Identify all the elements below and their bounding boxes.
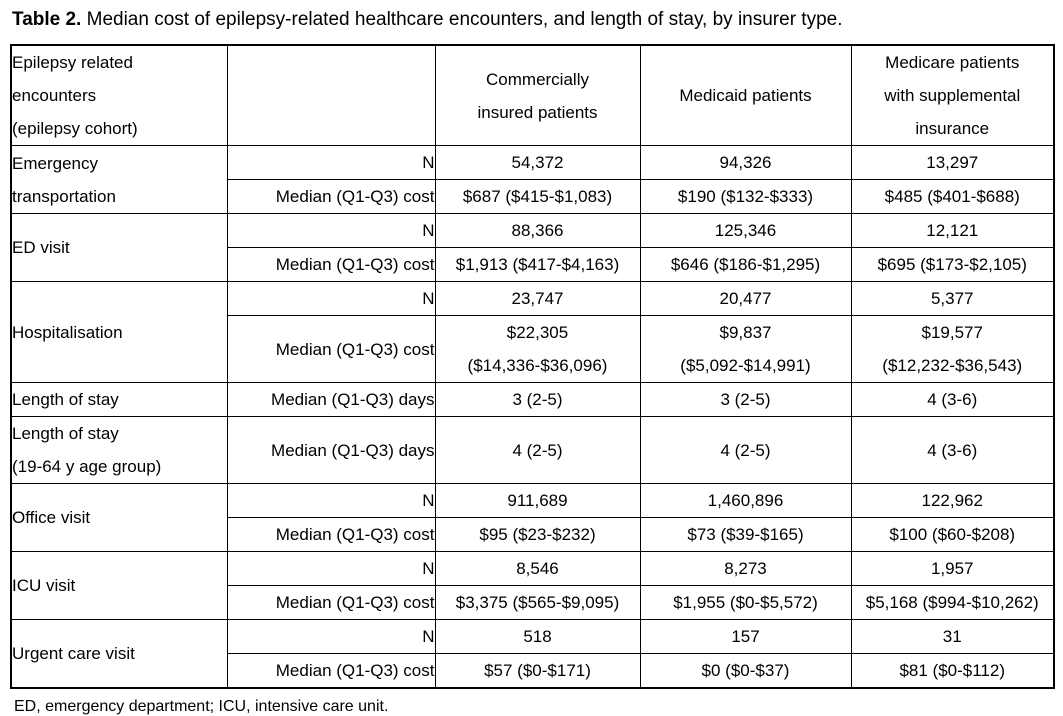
metric-label-days: Median (Q1-Q3) days <box>226 382 436 417</box>
n-value: 20,477 <box>639 281 852 316</box>
row-label-urgent-care-visit: Urgent care visit <box>10 619 228 689</box>
table-row: Median (Q1-Q3) cost $57 ($0-$171) $0 ($0… <box>11 653 1055 689</box>
table-row: Median (Q1-Q3) cost $3,375 ($565-$9,095)… <box>11 585 1055 620</box>
n-value: 122,962 <box>850 483 1055 518</box>
cost-value: $9,837 ($5,092-$14,991) <box>639 315 852 383</box>
header-medicare: Medicare patients with supplemental insu… <box>850 44 1055 146</box>
n-value: 31 <box>850 619 1055 654</box>
days-value: 4 (2-5) <box>639 416 852 484</box>
n-value: 157 <box>639 619 852 654</box>
row-label-length-of-stay: Length of stay <box>10 382 228 417</box>
metric-label-n: N <box>226 619 436 654</box>
n-value: 125,346 <box>639 213 852 248</box>
cost-value: $190 ($132-$333) <box>639 179 852 214</box>
metric-label-n: N <box>226 145 436 180</box>
metric-label-cost: Median (Q1-Q3) cost <box>226 315 436 383</box>
table-row: Length of stay (19-64 y age group) Media… <box>10 416 1055 484</box>
table-caption: Table 2. Median cost of epilepsy-related… <box>12 8 1053 32</box>
table-row: Length of stay Median (Q1-Q3) days 3 (2-… <box>10 382 1055 417</box>
row-label-office-visit: Office visit <box>10 483 228 552</box>
table-row: ICU visit N 8,546 8,273 1,957 <box>10 551 1055 620</box>
n-value: 911,689 <box>434 483 641 518</box>
table-row: Median (Q1-Q3) cost $95 ($23-$232) $73 (… <box>11 517 1055 552</box>
n-value: 8,546 <box>434 551 641 586</box>
n-value: 23,747 <box>434 281 641 316</box>
header-row: Epilepsy related encounters (epilepsy co… <box>10 44 1055 146</box>
table-row: Median (Q1-Q3) cost $22,305 ($14,336-$36… <box>11 315 1055 383</box>
table-caption-label: Table 2. <box>12 9 82 30</box>
table-row: Urgent care visit N 518 157 31 <box>10 619 1055 689</box>
n-value: 13,297 <box>850 145 1055 180</box>
cost-value: $73 ($39-$165) <box>639 517 852 552</box>
epilepsy-cost-table: Epilepsy related encounters (epilepsy co… <box>10 44 1055 689</box>
cost-value: $5,168 ($994-$10,262) <box>850 585 1055 620</box>
n-value: 1,460,896 <box>639 483 852 518</box>
cost-value: $646 ($186-$1,295) <box>639 247 852 282</box>
metric-label-n: N <box>226 213 436 248</box>
cost-value: $485 ($401-$688) <box>850 179 1055 214</box>
table-row: Hospitalisation N 23,747 20,477 5,377 <box>10 281 1055 383</box>
n-value: 88,366 <box>434 213 641 248</box>
days-value: 3 (2-5) <box>639 382 852 417</box>
table-row: ED visit N 88,366 125,346 12,121 <box>10 213 1055 282</box>
cost-value: $81 ($0-$112) <box>850 653 1055 689</box>
metric-label-cost: Median (Q1-Q3) cost <box>226 179 436 214</box>
n-value: 94,326 <box>639 145 852 180</box>
table-footnote: ED, emergency department; ICU, intensive… <box>14 698 389 715</box>
n-value: 8,273 <box>639 551 852 586</box>
metric-label-n: N <box>226 281 436 316</box>
cost-value: $0 ($0-$37) <box>639 653 852 689</box>
metric-label-cost: Median (Q1-Q3) cost <box>226 585 436 620</box>
n-value: 5,377 <box>850 281 1055 316</box>
header-medicaid: Medicaid patients <box>639 44 852 146</box>
cost-value: $687 ($415-$1,083) <box>434 179 641 214</box>
cost-value: $1,955 ($0-$5,572) <box>639 585 852 620</box>
table-row: Office visit N 911,689 1,460,896 122,962 <box>10 483 1055 552</box>
row-label-ed-visit: ED visit <box>10 213 228 282</box>
table-row: Median (Q1-Q3) cost $687 ($415-$1,083) $… <box>11 179 1055 214</box>
metric-label-cost: Median (Q1-Q3) cost <box>226 247 436 282</box>
table-caption-text: Median cost of epilepsy-related healthca… <box>81 9 843 30</box>
cost-value: $19,577 ($12,232-$36,543) <box>850 315 1055 383</box>
header-commercial: Commercially insured patients <box>434 44 641 146</box>
cost-value: $57 ($0-$171) <box>434 653 641 689</box>
metric-label-cost: Median (Q1-Q3) cost <box>226 517 436 552</box>
metric-label-n: N <box>226 483 436 518</box>
days-value: 4 (2-5) <box>434 416 641 484</box>
row-label-hospitalisation: Hospitalisation <box>10 281 228 383</box>
cost-value: $22,305 ($14,336-$36,096) <box>434 315 641 383</box>
days-value: 3 (2-5) <box>434 382 641 417</box>
n-value: 12,121 <box>850 213 1055 248</box>
n-value: 518 <box>434 619 641 654</box>
n-value: 1,957 <box>850 551 1055 586</box>
row-label-icu-visit: ICU visit <box>10 551 228 620</box>
header-encounters: Epilepsy related encounters (epilepsy co… <box>10 44 228 146</box>
cost-value: $1,913 ($417-$4,163) <box>434 247 641 282</box>
row-label-emergency-transportation: Emergency transportation <box>10 145 228 214</box>
table-row: Median (Q1-Q3) cost $1,913 ($417-$4,163)… <box>11 247 1055 282</box>
cost-value: $95 ($23-$232) <box>434 517 641 552</box>
cost-value: $695 ($173-$2,105) <box>850 247 1055 282</box>
header-metric <box>226 44 436 146</box>
metric-label-cost: Median (Q1-Q3) cost <box>226 653 436 689</box>
row-label-length-of-stay-19-64: Length of stay (19-64 y age group) <box>10 416 228 484</box>
table-row: Emergency transportation N 54,372 94,326… <box>10 145 1055 214</box>
days-value: 4 (3-6) <box>850 416 1055 484</box>
cost-value: $100 ($60-$208) <box>850 517 1055 552</box>
metric-label-days: Median (Q1-Q3) days <box>226 416 436 484</box>
n-value: 54,372 <box>434 145 641 180</box>
cost-value: $3,375 ($565-$9,095) <box>434 585 641 620</box>
days-value: 4 (3-6) <box>850 382 1055 417</box>
metric-label-n: N <box>226 551 436 586</box>
